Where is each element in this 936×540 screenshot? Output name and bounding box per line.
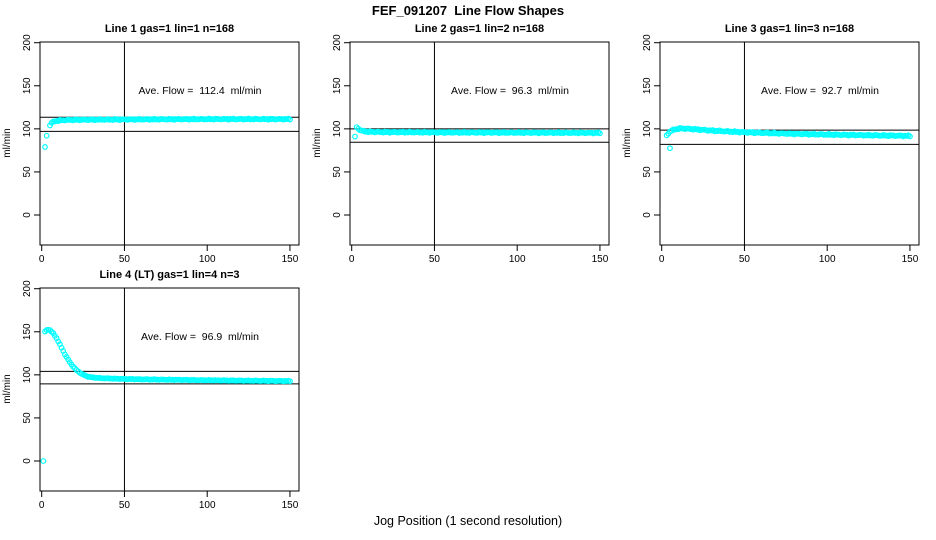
x-tick-label: 150	[902, 254, 919, 265]
plot-box	[39, 287, 300, 492]
y-tick-label: 0	[22, 212, 33, 218]
y-tick-label: 200	[22, 280, 33, 297]
y-tick-label: 0	[332, 212, 343, 218]
y-tick-label: 200	[642, 34, 653, 51]
x-tick-label: 100	[199, 254, 216, 265]
plot-generated: 0 50 100 150 200 0 50 100 150	[22, 280, 300, 511]
panel-title: Line 1 gas=1 lin=1 n=168	[104, 23, 235, 35]
panel-line-2: Line 2 gas=1 lin=2 n=168 Ave. Flow = 96.…	[310, 23, 630, 282]
y-tick-label: 50	[22, 166, 33, 178]
panel-title: Line 2 gas=1 lin=2 n=168	[414, 23, 545, 35]
y-tick-label: 200	[332, 34, 343, 51]
y-tick-label: 150	[642, 77, 653, 94]
ave-flow-annotation: Ave. Flow = 96.3 ml/min	[451, 85, 569, 97]
data-point	[597, 130, 603, 137]
outlier-point	[43, 132, 50, 139]
x-tick-label: 0	[659, 254, 665, 265]
y-tick-label: 0	[642, 212, 653, 218]
outlier-point	[40, 458, 47, 464]
y-tick-label: 150	[332, 77, 343, 94]
y-tick-label: 50	[22, 412, 33, 424]
data-point	[907, 133, 913, 140]
plot-box	[39, 41, 300, 246]
y-tick-label: 100	[22, 366, 33, 383]
plot-box	[349, 41, 610, 246]
y-axis-title: ml/min	[2, 374, 13, 403]
ave-flow-annotation: Ave. Flow = 92.7 ml/min	[761, 85, 879, 97]
y-tick-label: 100	[332, 120, 343, 137]
ave-flow-annotation: Ave. Flow = 112.4 ml/min	[138, 85, 262, 97]
y-axis-title: ml/min	[622, 128, 633, 157]
panel-line-3: Line 3 gas=1 lin=3 n=168 Ave. Flow = 92.…	[620, 23, 936, 282]
x-tick-label: 0	[349, 254, 355, 265]
y-tick-label: 200	[22, 34, 33, 51]
y-tick-label: 100	[22, 120, 33, 137]
y-axis-title: ml/min	[2, 128, 13, 157]
y-tick-label: 100	[642, 120, 653, 137]
chart-main-title: FEF_091207 Line Flow Shapes	[371, 3, 565, 18]
panel-line-1: Line 1 gas=1 lin=1 n=168 Ave. Flow = 112…	[0, 23, 320, 282]
plot-area: ml/min 0 50 100 150 200 0 50 100 150	[2, 280, 300, 511]
x-tick-label: 50	[739, 254, 751, 265]
plot-area: ml/min 0 50 100 150 200 0 50 100 150	[2, 34, 300, 265]
data-point	[287, 378, 293, 385]
plot-generated: 0 50 100 150 200 0 50 100 150	[642, 34, 920, 265]
panel-title: Line 3 gas=1 lin=3 n=168	[724, 23, 855, 35]
data-point	[287, 116, 293, 123]
outlier-point	[667, 145, 673, 152]
y-tick-label: 0	[22, 458, 33, 464]
x-tick-label: 100	[819, 254, 836, 265]
plot-area: ml/min 0 50 100 150 200 0 50 100 150	[622, 34, 920, 265]
outlier-point	[352, 133, 358, 140]
x-tick-label: 150	[592, 254, 609, 265]
x-axis-title: Jog Position (1 second resolution)	[373, 514, 563, 528]
y-tick-label: 50	[332, 166, 343, 178]
plot-area: ml/min 0 50 100 150 200 0 50 100 150	[312, 34, 610, 265]
ave-flow-annotation: Ave. Flow = 96.9 ml/min	[141, 331, 259, 343]
y-tick-label: 150	[22, 77, 33, 94]
panel-line-4: Line 4 (LT) gas=1 lin=4 n=3 Ave. Flow = …	[0, 269, 320, 528]
x-tick-label: 100	[509, 254, 526, 265]
y-tick-label: 50	[642, 166, 653, 178]
y-tick-label: 150	[22, 323, 33, 340]
outlier-point	[42, 144, 48, 150]
x-tick-label: 0	[39, 254, 45, 265]
x-tick-label: 150	[282, 254, 299, 265]
panel-title: Line 4 (LT) gas=1 lin=4 n=3	[99, 269, 240, 281]
x-tick-label: 50	[119, 500, 131, 511]
x-tick-label: 100	[199, 500, 216, 511]
plot-generated: 0 50 100 150 200 0 50 100 150	[332, 34, 610, 265]
x-tick-label: 150	[282, 500, 299, 511]
x-tick-label: 50	[429, 254, 441, 265]
plot-generated: 0 50 100 150 200 0 50 100 150	[22, 34, 300, 265]
x-tick-label: 0	[39, 500, 45, 511]
plot-box	[659, 41, 920, 246]
y-axis-title: ml/min	[312, 128, 323, 157]
x-tick-label: 50	[119, 254, 131, 265]
